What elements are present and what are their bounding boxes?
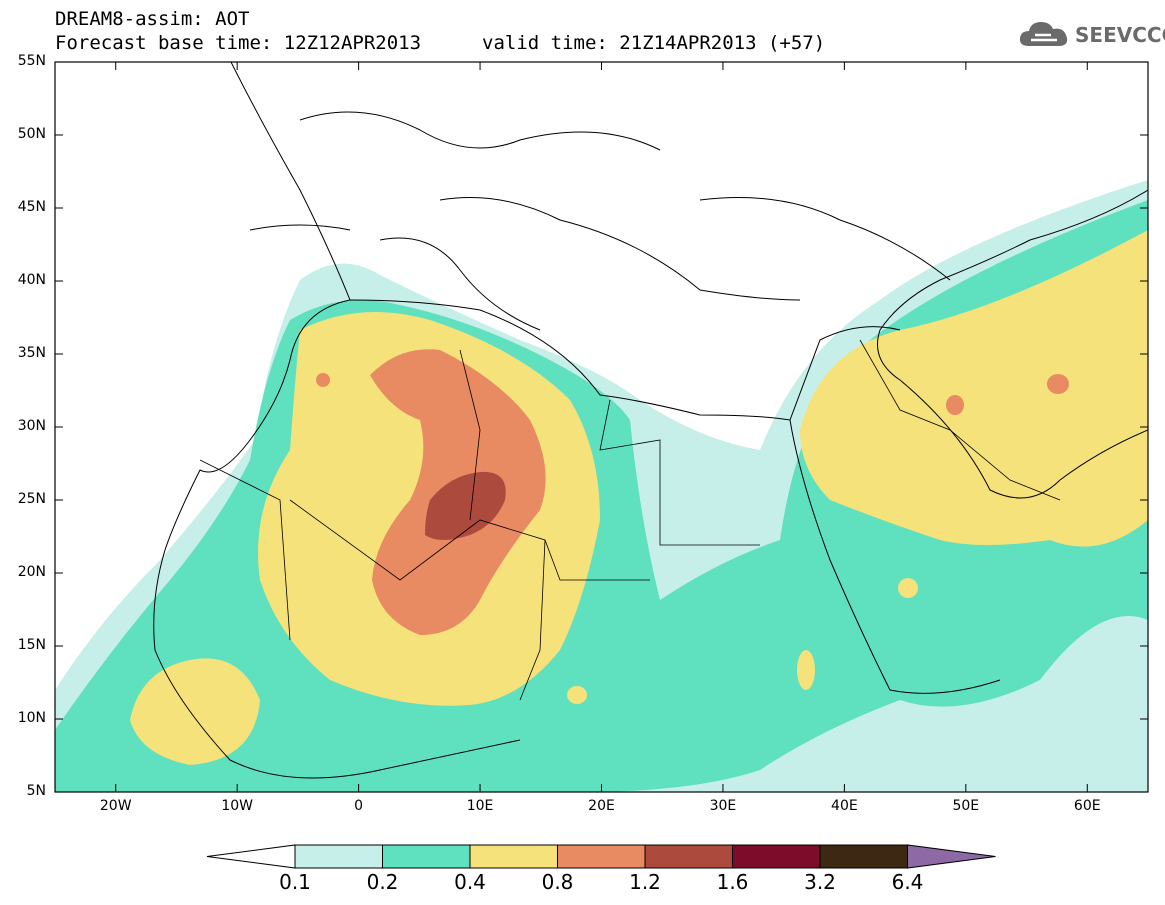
aot-field — [55, 62, 1148, 792]
political-borders — [199, 339, 1061, 701]
colorbar-arrow-low — [206, 844, 296, 869]
logo-text: SEEVCCC — [1075, 23, 1165, 47]
lon-label: 30E — [709, 798, 737, 814]
lat-label: 35N — [17, 345, 46, 361]
aot-blob — [946, 395, 964, 415]
lon-label: 10E — [466, 798, 494, 814]
aot-blob — [316, 373, 330, 387]
colorbar-segment — [294, 844, 383, 869]
colorbar-arrow-high — [907, 844, 996, 869]
lat-label: 55N — [17, 53, 46, 69]
aot-contour-0.4-west — [130, 658, 260, 765]
colorbar-segment — [644, 844, 733, 869]
lat-label: 40N — [17, 272, 46, 288]
lat-label: 30N — [17, 418, 46, 434]
lon-label: 40E — [831, 798, 858, 814]
colorbar — [206, 844, 996, 869]
aot-blob — [797, 650, 815, 690]
lon-label: 20W — [99, 798, 132, 814]
colorbar-segment — [469, 844, 558, 869]
lon-label: 50E — [952, 798, 980, 814]
colorbar-label: 0.1 — [279, 870, 311, 894]
lat-label: 20N — [17, 564, 46, 580]
cloud-icon — [1019, 22, 1068, 46]
forecast-base-time: Forecast base time: 12Z12APR2013 — [55, 32, 422, 54]
colorbar-segment — [819, 844, 908, 869]
valid-time: valid time: 21Z14APR2013 (+57) — [482, 32, 826, 54]
aot-blob — [898, 578, 918, 598]
lat-label: 15N — [17, 637, 46, 653]
map-title: DREAM8-assim: AOT — [55, 8, 250, 30]
lat-label: 10N — [17, 710, 46, 726]
colorbar-label: 0.2 — [366, 870, 399, 894]
axis-ticks — [55, 61, 1148, 793]
lon-label: 0 — [354, 798, 364, 814]
lat-label: 5N — [26, 783, 46, 799]
colorbar-segment — [382, 844, 471, 869]
aot-contour-0.4-mideast — [800, 230, 1148, 547]
aot-contour-1.2 — [425, 471, 506, 540]
coastlines — [153, 62, 1148, 779]
lat-label: 25N — [17, 491, 46, 507]
aot-blob — [567, 686, 587, 704]
colorbar-segment — [557, 844, 646, 869]
lat-label: 50N — [17, 126, 46, 142]
seevccc-logo: SEEVCCC — [1017, 18, 1165, 52]
lon-label: 10W — [221, 798, 253, 814]
colorbar-label: 0.8 — [541, 870, 574, 894]
colorbar-segment — [732, 844, 821, 869]
colorbar-label: 6.4 — [891, 870, 924, 894]
colorbar-label: 1.6 — [716, 870, 749, 894]
colorbar-label: 3.2 — [804, 870, 836, 894]
lon-label: 60E — [1073, 798, 1101, 814]
colorbar-label: 1.2 — [629, 870, 661, 894]
lon-label: 20E — [588, 798, 615, 814]
colorbar-label: 0.4 — [454, 870, 486, 894]
aot-blob — [1047, 374, 1069, 394]
lat-label: 45N — [17, 199, 46, 215]
